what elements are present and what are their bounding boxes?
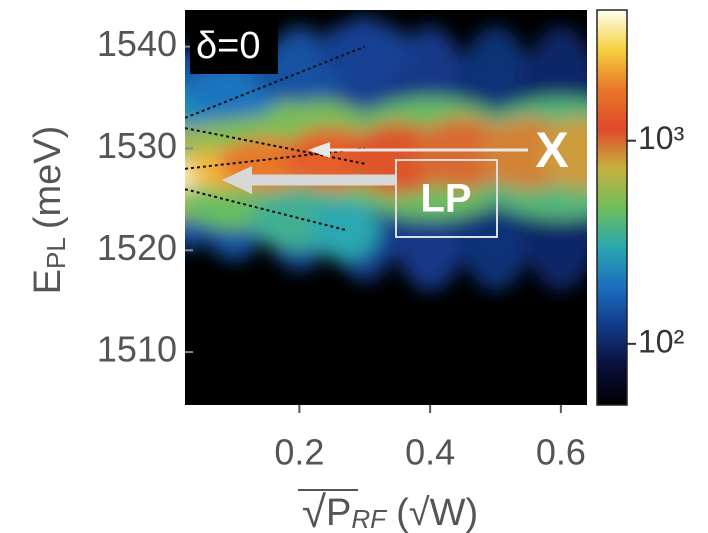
x-tick-label: 0.2: [274, 432, 324, 473]
intensity-blob: [310, 199, 380, 261]
x-label-root: √: [302, 488, 327, 533]
colorbar-tick-label: 10²: [638, 323, 685, 359]
x-label-main: P: [326, 492, 351, 533]
fit-lines: [185, 45, 366, 231]
y-label-unit: (meV): [27, 126, 69, 229]
fit-line: [185, 127, 365, 165]
x-axis-label: √PRF (√W): [302, 488, 478, 533]
y-tick-label: 1510: [97, 329, 177, 370]
intensity-blob: [315, 21, 414, 83]
x-tick-label: 0.6: [536, 432, 586, 473]
y-tick-label: 1540: [97, 23, 177, 64]
x-label: X: [535, 122, 568, 178]
colorbar: [596, 9, 628, 406]
y-axis-label: EPL (meV): [27, 126, 71, 295]
lp-box: [395, 159, 498, 238]
axes: 1510 1520 1530 1540 0.2 0.4 0.6 10² 10³: [97, 23, 685, 472]
x-tick-label: 0.4: [405, 432, 455, 473]
lp-arrowhead: [222, 166, 252, 194]
y-label-main: E: [27, 269, 69, 294]
x-label-unit: (√W): [396, 492, 478, 533]
intensity-blob: [541, 117, 587, 190]
x-arrowhead: [308, 142, 330, 158]
label-box: [190, 18, 278, 74]
y-label-sub: PL: [41, 237, 71, 269]
fit-line: [185, 45, 366, 119]
x-label-sub: RF: [351, 504, 388, 533]
y-tick-label: 1520: [97, 227, 177, 268]
colorbar-tick-label: 10³: [638, 120, 685, 156]
delta-label: δ=0: [196, 25, 260, 67]
lp-label: LP: [420, 177, 471, 221]
y-tick-label: 1530: [97, 125, 177, 166]
fit-line: [185, 147, 365, 170]
